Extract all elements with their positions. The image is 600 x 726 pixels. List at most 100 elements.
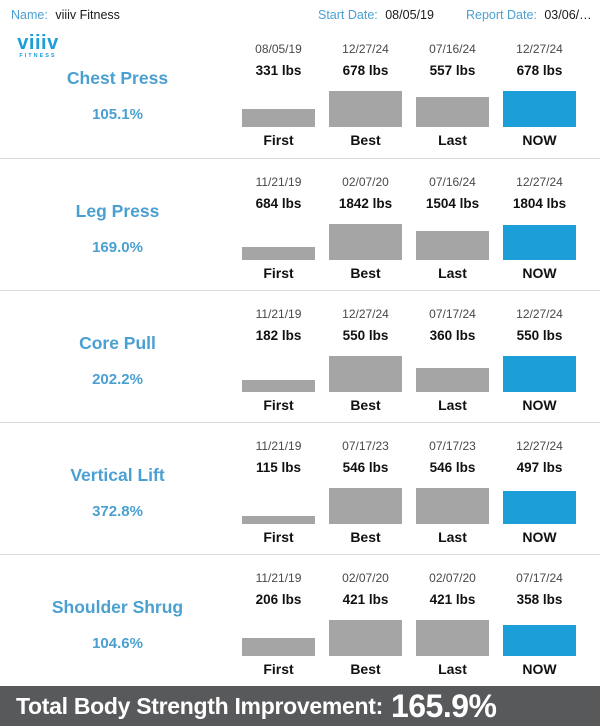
entry-weight: 497 lbs: [516, 460, 563, 475]
entry-date: 12/27/24: [342, 42, 389, 56]
exercise-improvement-percent: 169.0%: [92, 239, 143, 256]
entry-date: 12/27/24: [516, 42, 563, 56]
logo-wordmark: viiiv: [17, 32, 59, 54]
entry-date: 07/17/23: [342, 439, 389, 453]
chart-column-first: 08/05/19 331 lbs First: [235, 26, 322, 158]
entry-weight: 678 lbs: [516, 63, 563, 78]
entry-weight: 1842 lbs: [338, 196, 393, 211]
bar-first: [242, 380, 315, 392]
bar-area: [242, 356, 315, 392]
entry-date: 07/16/24: [429, 42, 476, 56]
start-date-value: 08/05/19: [385, 8, 434, 22]
bar-now: [503, 356, 576, 392]
entry-date: 12/27/24: [516, 307, 563, 321]
entry-weight: 360 lbs: [429, 328, 476, 343]
bar-best: [329, 488, 402, 524]
exercise-improvement-percent: 372.8%: [92, 503, 143, 520]
column-label: NOW: [522, 265, 557, 281]
column-label: NOW: [522, 529, 557, 545]
bar-area: [503, 620, 576, 656]
bar-now: [503, 625, 576, 656]
column-label: Last: [438, 529, 467, 545]
chart-column-last: 07/17/24 360 lbs Last: [409, 291, 496, 422]
column-label: Best: [350, 397, 381, 413]
chart-column-first: 11/21/19 115 lbs First: [235, 423, 322, 554]
bar-area: [503, 91, 576, 127]
exercise-section: Vertical Lift 372.8% 11/21/19 115 lbs Firs…: [0, 422, 600, 554]
bar-area: [242, 620, 315, 656]
entry-weight: 331 lbs: [255, 63, 302, 78]
column-label: Best: [350, 661, 381, 677]
chart-column-first: 11/21/19 684 lbs First: [235, 159, 322, 290]
exercise-bar-chart: 11/21/19 182 lbs First 12/27/24 550 lbs Best 0…: [235, 291, 583, 422]
entry-date: 12/27/24: [342, 307, 389, 321]
chart-column-best: 12/27/24 550 lbs Best: [322, 291, 409, 422]
column-label: Best: [350, 265, 381, 281]
chart-column-now: 12/27/24 550 lbs NOW: [496, 291, 583, 422]
entry-date: 08/05/19: [255, 42, 302, 56]
entry-weight: 546 lbs: [342, 460, 389, 475]
entry-weight: 115 lbs: [255, 460, 302, 475]
bar-area: [329, 620, 402, 656]
entry-date: 07/17/24: [516, 571, 563, 585]
entry-weight: 358 lbs: [516, 592, 563, 607]
entry-date: 07/17/24: [429, 307, 476, 321]
column-label: Last: [438, 661, 467, 677]
exercise-bar-chart: 08/05/19 331 lbs First 12/27/24 678 lbs Best 0…: [235, 26, 583, 158]
exercise-improvement-percent: 202.2%: [92, 371, 143, 388]
exercise-section: Chest Press 105.1% 08/05/19 331 lbs First 1…: [0, 26, 600, 158]
exercise-section: Core Pull 202.2% 11/21/19 182 lbs First 12/…: [0, 290, 600, 422]
bar-area: [329, 356, 402, 392]
total-improvement-label: Total Body Strength Improvement:: [16, 692, 383, 719]
chart-column-now: 12/27/24 678 lbs NOW: [496, 26, 583, 158]
bar-last: [416, 231, 489, 260]
column-label: First: [263, 265, 294, 281]
bar-last: [416, 97, 489, 127]
exercise-name: Leg Press: [75, 201, 160, 221]
entry-weight: 421 lbs: [429, 592, 476, 607]
entry-date: 11/21/19: [255, 175, 302, 189]
exercise-bar-chart: 11/21/19 206 lbs First 02/07/20 421 lbs Best 0…: [235, 555, 583, 686]
bar-first: [242, 109, 315, 127]
bar-area: [329, 488, 402, 524]
bar-area: [329, 91, 402, 127]
bar-best: [329, 620, 402, 656]
exercise-section: Leg Press 169.0% 11/21/19 684 lbs First 02/…: [0, 158, 600, 290]
exercise-summary: Chest Press 105.1%: [0, 26, 235, 158]
chart-column-last: 07/16/24 557 lbs Last: [409, 26, 496, 158]
exercise-section: Shoulder Shrug 104.6% 11/21/19 206 lbs Fir…: [0, 554, 600, 686]
report-header: Name: viiiv Fitness Start Date: 08/05/19…: [0, 0, 600, 26]
exercise-name: Vertical Lift: [70, 465, 165, 485]
entry-date: 02/07/20: [342, 571, 389, 585]
exercise-sections: Chest Press 105.1% 08/05/19 331 lbs First 1…: [0, 26, 600, 686]
chart-column-best: 12/27/24 678 lbs Best: [322, 26, 409, 158]
chart-column-first: 11/21/19 182 lbs First: [235, 291, 322, 422]
column-label: Last: [438, 132, 467, 148]
entry-weight: 557 lbs: [429, 63, 476, 78]
entry-weight: 678 lbs: [342, 63, 389, 78]
bar-area: [329, 224, 402, 260]
bar-now: [503, 91, 576, 127]
bar-area: [503, 356, 576, 392]
bar-best: [329, 224, 402, 260]
chart-column-last: 07/16/24 1504 lbs Last: [409, 159, 496, 290]
bar-area: [416, 91, 489, 127]
exercise-name: Shoulder Shrug: [51, 597, 184, 617]
entry-weight: 1504 lbs: [425, 196, 480, 211]
exercise-bar-chart: 11/21/19 115 lbs First 07/17/23 546 lbs Best 0…: [235, 423, 583, 554]
bar-area: [416, 356, 489, 392]
column-label: Best: [350, 132, 381, 148]
bar-first: [242, 247, 315, 260]
chart-column-now: 12/27/24 1804 lbs NOW: [496, 159, 583, 290]
bar-area: [416, 224, 489, 260]
report-date-label: Report Date:: [466, 8, 537, 22]
column-label: First: [263, 661, 294, 677]
exercise-improvement-percent: 104.6%: [92, 635, 143, 652]
column-label: NOW: [522, 397, 557, 413]
logo-tagline: FITNESS: [19, 53, 57, 59]
entry-date: 02/07/20: [429, 571, 476, 585]
exercise-name: Core Pull: [79, 333, 156, 353]
entry-date: 07/16/24: [429, 175, 476, 189]
exercise-improvement-percent: 105.1%: [92, 106, 143, 123]
